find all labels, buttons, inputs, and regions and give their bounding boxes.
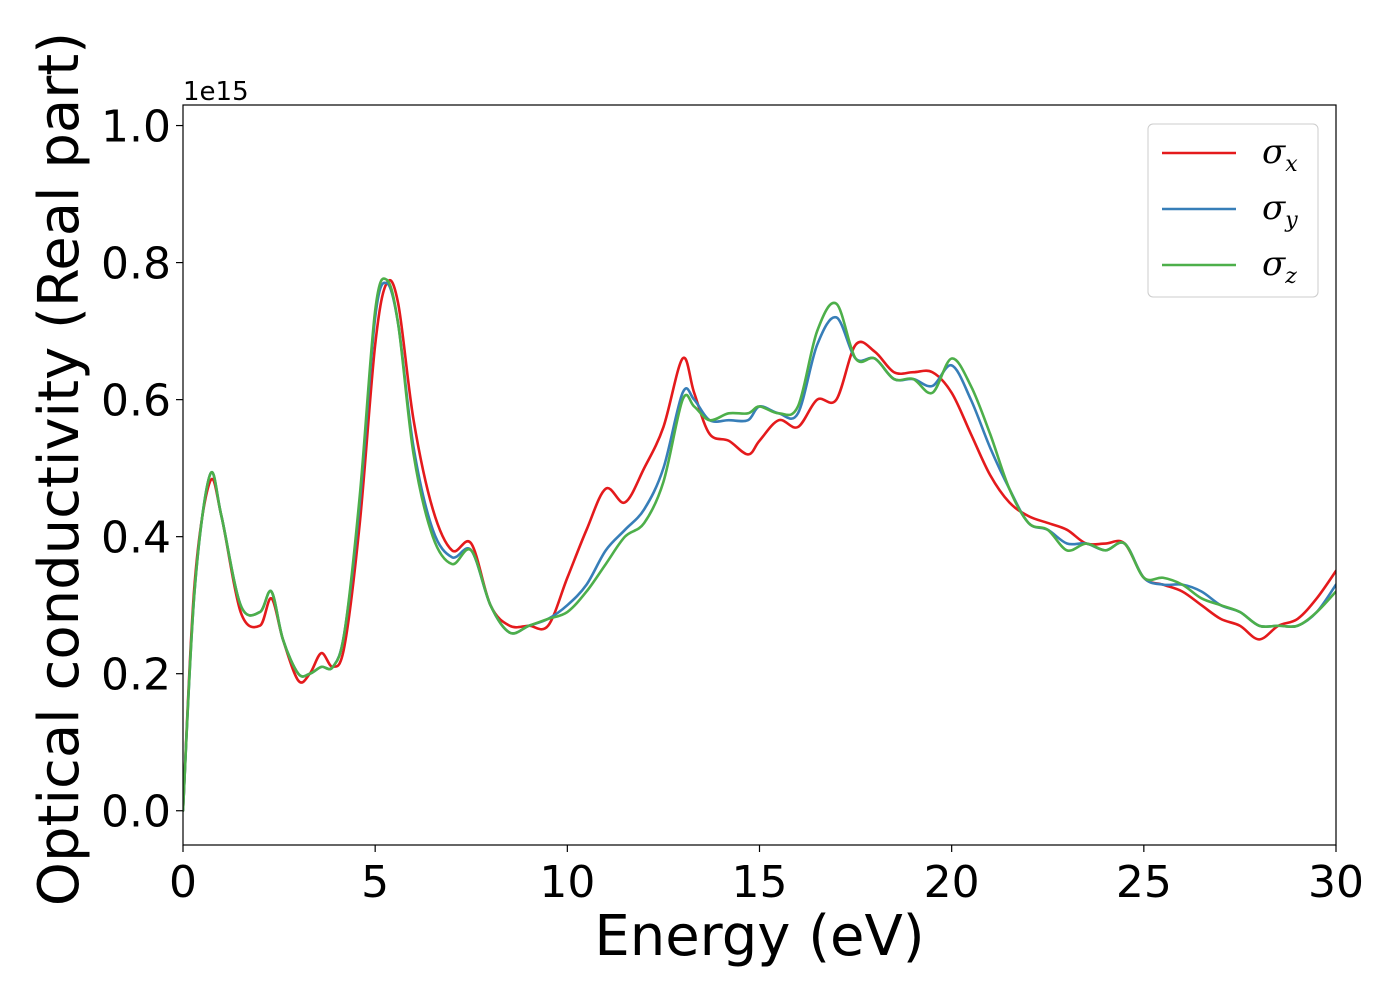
y-tick-label: 0.4: [101, 513, 171, 564]
x-tick-label: 5: [361, 857, 389, 908]
y-tick-label: 0.8: [101, 239, 171, 290]
legend-label: σz: [1262, 244, 1297, 289]
legend-label: σx: [1262, 132, 1298, 177]
x-tick-label: 25: [1116, 857, 1172, 908]
legend-label: σy: [1262, 188, 1298, 233]
x-tick-label: 10: [539, 857, 595, 908]
x-tick-label: 0: [169, 857, 197, 908]
y-tick-label: 0.2: [101, 650, 171, 701]
y-offset-label: 1e15: [183, 77, 249, 107]
legend-box: [1147, 123, 1319, 298]
y-axis-title: Optical conductivity (Real part): [27, 32, 92, 906]
x-tick-label: 30: [1308, 857, 1364, 908]
x-tick-label: 20: [924, 857, 980, 908]
x-axis-title: Energy (eV): [594, 904, 924, 969]
series-lines: [183, 277, 1336, 813]
series-line-z: [183, 277, 1336, 813]
y-tick-label: 0.6: [101, 376, 171, 427]
y-axis: 0.0 0.2 0.4 0.6 0.8 1.0: [101, 102, 183, 838]
legend: σx σy σz: [1147, 123, 1319, 298]
series-line-x: [183, 278, 1336, 813]
y-tick-label: 1.0: [101, 102, 171, 153]
x-axis: 0 5 10 15 20 25 30: [169, 845, 1364, 908]
y-tick-label: 0.0: [101, 787, 171, 838]
x-tick-label: 15: [732, 857, 788, 908]
